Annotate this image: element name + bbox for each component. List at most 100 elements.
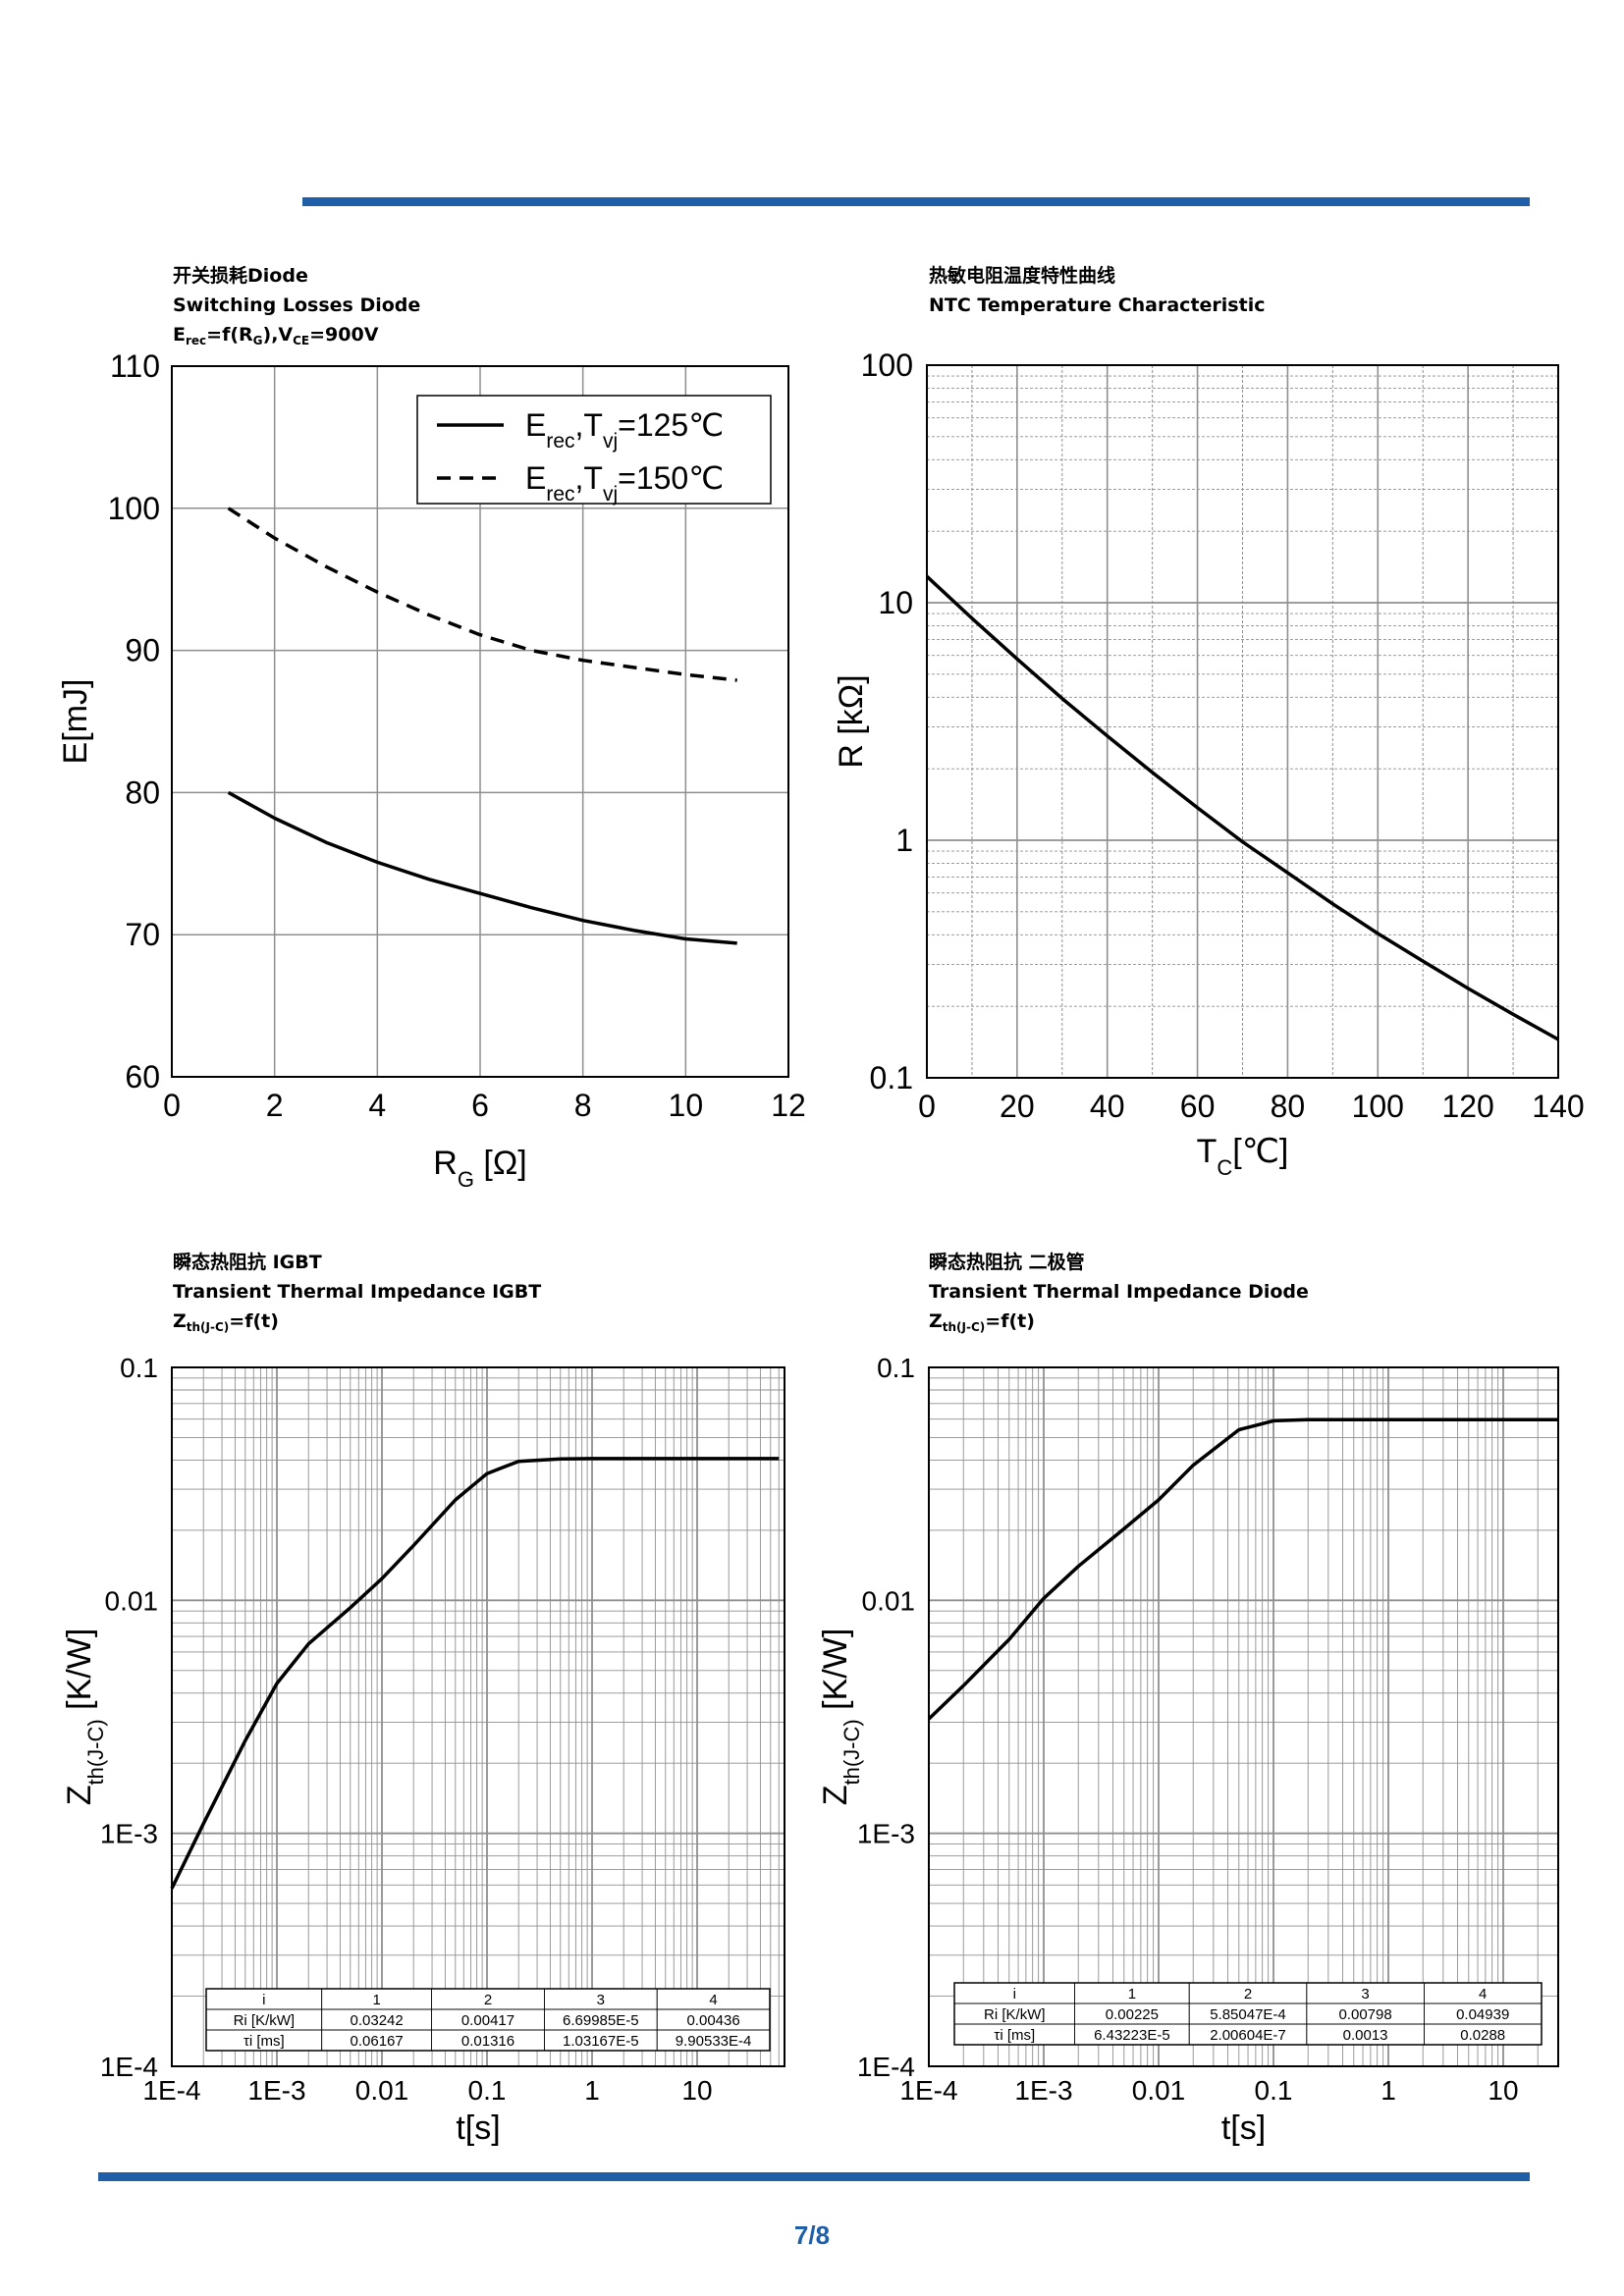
chart1-xlabel: RG [Ω] bbox=[433, 1145, 526, 1192]
chart3-igbt-zth-ylabel: Zth(J-C) [K/W] bbox=[61, 1629, 108, 1806]
chart3-igbt-zth-table-cell-text: 0.01316 bbox=[461, 2033, 514, 2050]
chart1-legend-label: Erec,Tvj=150℃ bbox=[525, 460, 724, 506]
chart1-ylabel: E[mJ] bbox=[57, 679, 94, 765]
chart1-cn-title: 开关损耗Diode bbox=[173, 265, 308, 287]
chart1-xtick-label: 4 bbox=[368, 1088, 386, 1123]
chart2-xtick-label: 80 bbox=[1271, 1089, 1306, 1124]
chart3-cn-title: 瞬态热阻抗 IGBT bbox=[173, 1252, 322, 1273]
chart3-igbt-zth-table-cell-text: 0.00417 bbox=[461, 2012, 514, 2029]
chart1-legend-label-part: =125℃ bbox=[618, 407, 724, 443]
chart1-header: 开关损耗Diode Switching Losses Diode Erec=f(… bbox=[173, 261, 420, 355]
chart2-xlabel-part: C bbox=[1217, 1155, 1232, 1180]
chart3-igbt-zth: 1E-4 1E-3 0.01 0.1 1 10 1E-4 1E-3 0.01 0.1 i 1 2 3 4 Ri… bbox=[61, 1353, 785, 2147]
chart1-xlabel-part: R bbox=[433, 1145, 458, 1182]
chart1-legend-box bbox=[416, 395, 772, 505]
chart1-xlabel-part: G bbox=[458, 1167, 474, 1192]
chart3-igbt-zth-table-border bbox=[205, 1988, 771, 2052]
chart2-en-title: NTC Temperature Characteristic bbox=[929, 294, 1266, 316]
chart4-diode-zth-table-cell-text: 0.0288 bbox=[1460, 2027, 1505, 2044]
chart3-igbt-zth-table-cell-text: 1 bbox=[372, 1992, 380, 2008]
chart4-diode-zth-xlabel: t[s] bbox=[1221, 2109, 1266, 2147]
chart4-diode-zth-ytick-label: 1E-4 bbox=[857, 2052, 915, 2082]
chart4-diode-zth-plot-area bbox=[929, 1367, 1558, 2066]
chart1-legend-label-part: vj bbox=[603, 483, 618, 506]
chart4-diode-zth-xtick-label: 1E-3 bbox=[1014, 2075, 1072, 2106]
chart1-xtick-label: 10 bbox=[669, 1088, 704, 1123]
chart3-igbt-zth-xtick-label: 1E-3 bbox=[247, 2075, 305, 2106]
chart3-igbt-zth-table-cell-text: 1.03167E-5 bbox=[563, 2033, 639, 2050]
chart4-diode-zth-table-cell-text: 6.43223E-5 bbox=[1094, 2027, 1170, 2044]
chart2-ylabel: R [kΩ] bbox=[833, 674, 870, 768]
chart1-switching-losses: 0 2 4 6 8 10 1260708090100110Erec,Tvj=125℃Erec… bbox=[57, 348, 806, 1192]
chart3-igbt-zth-xtick-label: 10 bbox=[681, 2075, 712, 2106]
chart3-igbt-zth-ytick-label: 0.1 bbox=[120, 1353, 158, 1383]
chart3-formula: Zth(J-C)=f(t) bbox=[173, 1310, 279, 1334]
chart1-formula: Erec=f(RG),VCE=900V bbox=[173, 324, 379, 347]
chart1-ytick-label: 100 bbox=[108, 491, 160, 526]
chart1-xlabel-part: [Ω] bbox=[474, 1145, 527, 1182]
chart1-en-title: Switching Losses Diode bbox=[173, 294, 421, 316]
chart4-cn-title: 瞬态热阻抗 二极管 bbox=[929, 1252, 1085, 1273]
chart4-diode-zth-table-cell-text: 4 bbox=[1479, 1986, 1487, 2002]
chart3-header: 瞬态热阻抗 IGBT Transient Thermal Impedance I… bbox=[173, 1248, 541, 1342]
chart2-ntc: 0 20 40 60 80 100 120 140 0.1 1 10 100 R [kΩ] TC[℃] bbox=[833, 347, 1585, 1180]
chart2-ytick-label: 0.1 bbox=[870, 1060, 913, 1095]
chart3-igbt-zth-ylabel-part: Z bbox=[61, 1786, 98, 1806]
chart4-diode-zth-table-cell-text: 0.00798 bbox=[1338, 2006, 1391, 2023]
bottom-rule bbox=[98, 2172, 1530, 2181]
chart4-diode-zth-table-cell-text: 2 bbox=[1244, 1986, 1252, 2002]
chart2-xlabel-part: [℃] bbox=[1232, 1133, 1288, 1170]
chart4-en-title: Transient Thermal Impedance Diode bbox=[929, 1281, 1309, 1303]
chart2-frame bbox=[926, 364, 1559, 1079]
chart2-ytick-label: 10 bbox=[878, 585, 913, 620]
chart1-xtick-label: 2 bbox=[266, 1088, 284, 1123]
chart2-xtick-label: 100 bbox=[1352, 1089, 1404, 1124]
chart1-ytick-label: 110 bbox=[110, 348, 160, 384]
chart2-xtick-label: 0 bbox=[918, 1089, 936, 1124]
chart4-diode-zth-xtick-label: 0.1 bbox=[1255, 2075, 1293, 2106]
chart2-ytick-label: 100 bbox=[861, 347, 913, 383]
chart4-diode-zth-ylabel-part: [K/W] bbox=[817, 1629, 854, 1720]
chart3-igbt-zth-xtick-label: 1E-4 bbox=[142, 2075, 200, 2106]
chart4-diode-zth-table-cell-text: Ri [K/kW] bbox=[984, 2006, 1046, 2023]
chart3-igbt-zth-table-cell-text: 9.90533E-4 bbox=[676, 2033, 752, 2050]
chart1-xtick-label: 0 bbox=[163, 1088, 181, 1123]
chart4-diode-zth: 1E-4 1E-3 0.01 0.1 1 10 1E-4 1E-3 0.01 0.1 i 1 2 3 4 Ri… bbox=[817, 1353, 1559, 2147]
top-rule bbox=[302, 197, 1530, 206]
chart3-igbt-zth-ytick-label: 0.01 bbox=[105, 1585, 159, 1616]
chart4-diode-zth-table-cell-text: i bbox=[1013, 1986, 1016, 2002]
chart3-igbt-zth-ytick-label: 1E-3 bbox=[100, 1819, 158, 1849]
chart4-diode-zth-ytick-label: 1E-3 bbox=[857, 1819, 915, 1849]
chart1-ytick-label: 60 bbox=[125, 1059, 160, 1095]
chart1-legend-label-part: E bbox=[525, 407, 546, 443]
chart3-igbt-zth-table-cell-text: 0.00436 bbox=[686, 2012, 739, 2029]
page-number: 7/8 bbox=[793, 2220, 831, 2250]
chart1-frame bbox=[171, 365, 789, 1078]
chart4-diode-zth-xtick-label: 0.01 bbox=[1132, 2075, 1186, 2106]
chart3-igbt-zth-table-cell-text: 6.69985E-5 bbox=[563, 2012, 639, 2029]
chart1-ytick-label: 90 bbox=[125, 633, 160, 668]
chart4-diode-zth-xtick-label: 1 bbox=[1380, 2075, 1396, 2106]
chart3-igbt-zth-ylabel-part: th(J-C) bbox=[83, 1719, 108, 1785]
chart4-diode-zth-xtick-label: 1E-4 bbox=[899, 2075, 957, 2106]
chart3-igbt-zth-table-cell-text: 3 bbox=[597, 1992, 605, 2008]
chart4-diode-zth-table-cell-text: τi [ms] bbox=[994, 2027, 1035, 2044]
chart4-diode-zth-ylabel-part: Z bbox=[817, 1786, 854, 1806]
chart4-diode-zth-ylabel-part: th(J-C) bbox=[839, 1719, 864, 1785]
chart1-xtick-label: 6 bbox=[471, 1088, 489, 1123]
chart4-diode-zth-table-cell-text: 0.0013 bbox=[1343, 2027, 1388, 2044]
chart1-legend-label-part: rec bbox=[546, 483, 574, 506]
chart3-igbt-zth-plot-area bbox=[172, 1367, 785, 2066]
chart3-igbt-zth-table-cell-text: 2 bbox=[484, 1992, 492, 2008]
chart1-ytick-label: 70 bbox=[125, 917, 160, 952]
chart3-igbt-zth-frame bbox=[171, 1366, 785, 2067]
chart4-diode-zth-ytick-label: 0.1 bbox=[877, 1353, 915, 1383]
chart2-cn-title: 热敏电阻温度特性曲线 bbox=[929, 265, 1116, 287]
chart3-igbt-zth-xtick-label: 0.01 bbox=[355, 2075, 409, 2106]
chart1-xtick-label: 12 bbox=[771, 1088, 806, 1123]
chart1-series-1-line bbox=[227, 790, 737, 945]
chart2-xtick-label: 40 bbox=[1090, 1089, 1125, 1124]
chart4-diode-zth-ylabel: Zth(J-C) [K/W] bbox=[817, 1629, 864, 1806]
chart2-header: 热敏电阻温度特性曲线 NTC Temperature Characteristi… bbox=[929, 261, 1265, 320]
